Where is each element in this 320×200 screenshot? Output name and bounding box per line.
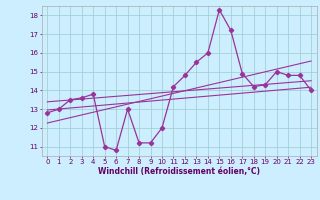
X-axis label: Windchill (Refroidissement éolien,°C): Windchill (Refroidissement éolien,°C) (98, 167, 260, 176)
